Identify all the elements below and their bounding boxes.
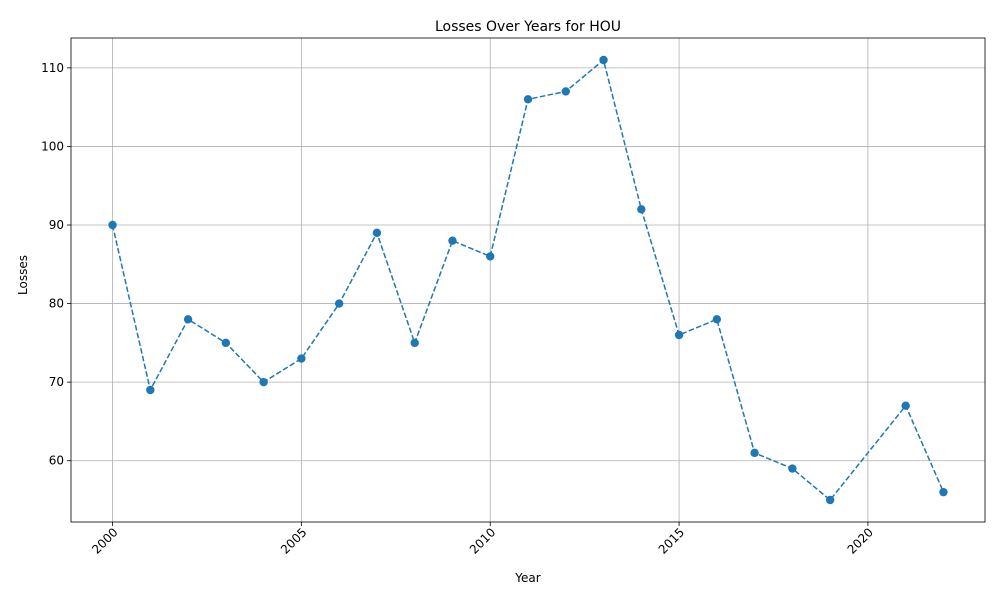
- marker-layer: [108, 55, 948, 505]
- y-axis-label: Losses: [16, 255, 30, 295]
- data-point: [637, 205, 646, 214]
- y-tick-label: 100: [41, 139, 64, 153]
- y-tick-label: 70: [49, 375, 64, 389]
- data-point: [334, 299, 344, 308]
- data-point: [523, 95, 533, 104]
- series-line: [111, 58, 945, 502]
- data-point: [146, 385, 155, 395]
- grid: [71, 38, 985, 522]
- data-point: [750, 448, 759, 458]
- data-point: [372, 228, 382, 238]
- y-tick-label: 110: [41, 61, 64, 75]
- data-point: [297, 354, 306, 363]
- data-point: [674, 330, 684, 340]
- data-point: [221, 338, 231, 348]
- series-layer: [111, 58, 945, 502]
- data-point: [183, 315, 193, 324]
- data-point: [561, 87, 570, 96]
- data-point: [939, 487, 948, 497]
- data-point: [825, 495, 835, 505]
- y-tick-label: 90: [49, 218, 64, 232]
- data-point: [599, 55, 608, 65]
- data-point: [259, 377, 268, 387]
- y-axis-ticks: 60 70 80 90 100 110: [41, 61, 71, 468]
- data-point: [486, 252, 495, 261]
- y-tick-label: 80: [49, 297, 64, 311]
- x-axis-label: Year: [514, 571, 540, 585]
- plot-area-frame: [70, 37, 986, 523]
- y-tick-label: 60: [49, 454, 64, 468]
- data-point: [410, 338, 419, 348]
- data-point: [901, 401, 910, 410]
- data-point: [788, 464, 797, 473]
- chart-title: Losses Over Years for HOU: [435, 19, 621, 35]
- data-point: [448, 236, 457, 245]
- data-point: [712, 315, 722, 324]
- data-point: [108, 220, 117, 230]
